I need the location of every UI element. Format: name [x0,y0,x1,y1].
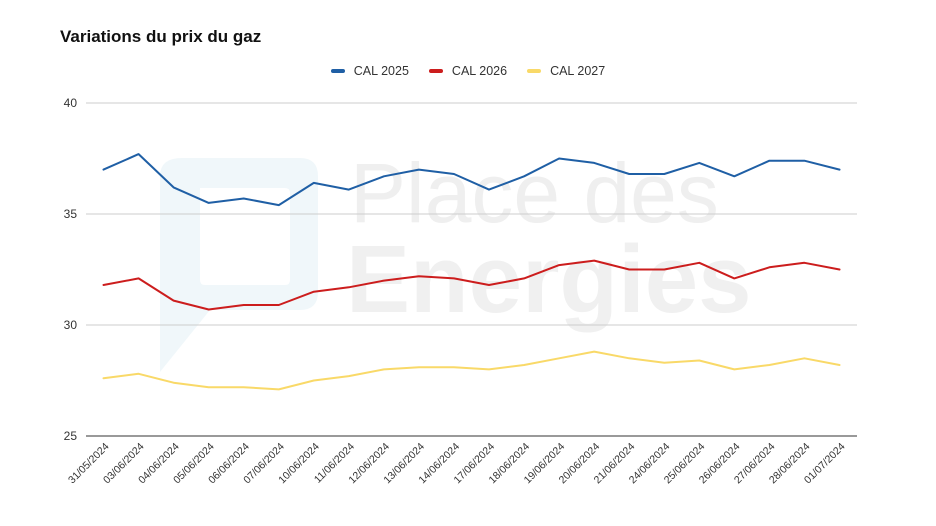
gridlines [86,102,857,437]
data-point-cal-2025[interactable] [206,200,211,205]
legend-swatch-cal-2027 [527,69,542,73]
data-point-cal-2027[interactable] [767,362,772,367]
data-point-cal-2027[interactable] [171,380,176,385]
series-line-cal-2026 [102,259,841,311]
data-point-cal-2026[interactable] [837,267,842,272]
data-point-cal-2025[interactable] [101,167,106,172]
data-point-cal-2026[interactable] [276,303,281,308]
data-point-cal-2027[interactable] [451,365,456,370]
legend-label-cal-2026: CAL 2026 [451,64,508,78]
data-point-cal-2027[interactable] [697,358,702,363]
data-point-cal-2025[interactable] [416,167,421,172]
data-point-cal-2025[interactable] [802,158,807,163]
data-point-cal-2026[interactable] [416,274,421,279]
data-point-cal-2025[interactable] [662,172,667,177]
data-point-cal-2026[interactable] [136,276,141,281]
series-lines [101,152,842,392]
data-point-cal-2025[interactable] [381,174,386,179]
data-point-cal-2025[interactable] [767,158,772,163]
data-point-cal-2026[interactable] [241,303,246,308]
data-point-cal-2027[interactable] [241,385,246,390]
data-point-cal-2026[interactable] [627,267,632,272]
data-point-cal-2026[interactable] [522,276,527,281]
watermark-text-line2: Energies [346,226,752,333]
data-point-cal-2025[interactable] [837,167,842,172]
data-point-cal-2026[interactable] [487,283,492,288]
data-point-cal-2025[interactable] [136,152,141,157]
data-point-cal-2027[interactable] [346,374,351,379]
data-point-cal-2027[interactable] [381,367,386,372]
data-point-cal-2026[interactable] [732,276,737,281]
data-point-cal-2025[interactable] [557,156,562,161]
data-point-cal-2026[interactable] [767,265,772,270]
data-point-cal-2027[interactable] [732,367,737,372]
data-point-cal-2025[interactable] [241,196,246,201]
data-point-cal-2025[interactable] [276,203,281,208]
data-point-cal-2027[interactable] [206,385,211,390]
data-point-cal-2027[interactable] [276,387,281,392]
data-point-cal-2025[interactable] [522,174,527,179]
data-point-cal-2025[interactable] [171,185,176,190]
data-point-cal-2027[interactable] [557,356,562,361]
data-point-cal-2026[interactable] [592,258,597,263]
chart-legend: CAL 2025 CAL 2026 CAL 2027 [0,64,936,78]
data-point-cal-2026[interactable] [381,278,386,283]
data-point-cal-2025[interactable] [487,187,492,192]
data-point-cal-2026[interactable] [101,283,106,288]
y-tick-label: 25 [64,429,78,443]
data-point-cal-2027[interactable] [416,365,421,370]
y-tick-label: 35 [64,207,78,221]
data-point-cal-2027[interactable] [627,356,632,361]
data-point-cal-2025[interactable] [592,160,597,165]
data-point-cal-2025[interactable] [627,172,632,177]
watermark-logo [160,158,318,372]
data-point-cal-2025[interactable] [311,180,316,185]
data-point-cal-2026[interactable] [206,307,211,312]
data-point-cal-2027[interactable] [136,371,141,376]
legend-item-cal-2025[interactable]: CAL 2025 [330,64,409,78]
chart-title: Variations du prix du gaz [60,27,262,46]
legend-swatch-cal-2025 [330,69,345,73]
data-point-cal-2026[interactable] [346,285,351,290]
x-axis: 31/05/202403/06/202404/06/202405/06/2024… [66,441,848,487]
data-point-cal-2027[interactable] [837,362,842,367]
data-point-cal-2026[interactable] [697,260,702,265]
data-point-cal-2026[interactable] [171,298,176,303]
y-tick-label: 40 [64,96,78,110]
data-point-cal-2027[interactable] [101,376,106,381]
legend-swatch-cal-2026 [428,69,443,73]
watermark-text-line1: Place des [350,146,719,240]
data-point-cal-2026[interactable] [802,260,807,265]
legend-item-cal-2027[interactable]: CAL 2027 [527,64,605,78]
data-point-cal-2025[interactable] [451,172,456,177]
legend-item-cal-2026[interactable]: CAL 2026 [428,64,508,78]
y-tick-label: 30 [64,318,78,332]
series-line-cal-2027 [102,350,841,391]
data-point-cal-2025[interactable] [346,187,351,192]
data-point-cal-2027[interactable] [522,362,527,367]
data-point-cal-2027[interactable] [311,378,316,383]
data-point-cal-2027[interactable] [592,349,597,354]
data-point-cal-2025[interactable] [732,174,737,179]
data-point-cal-2027[interactable] [662,360,667,365]
data-point-cal-2026[interactable] [557,263,562,268]
series-line-cal-2025 [102,153,841,207]
data-point-cal-2027[interactable] [487,367,492,372]
data-point-cal-2025[interactable] [697,160,702,165]
legend-label-cal-2027: CAL 2027 [550,64,606,78]
y-axis: 25 30 35 40 [64,96,78,443]
legend-label-cal-2025: CAL 2025 [353,64,409,78]
data-point-cal-2027[interactable] [802,356,807,361]
data-point-cal-2026[interactable] [311,289,316,294]
data-point-cal-2026[interactable] [662,267,667,272]
data-point-cal-2026[interactable] [451,276,456,281]
